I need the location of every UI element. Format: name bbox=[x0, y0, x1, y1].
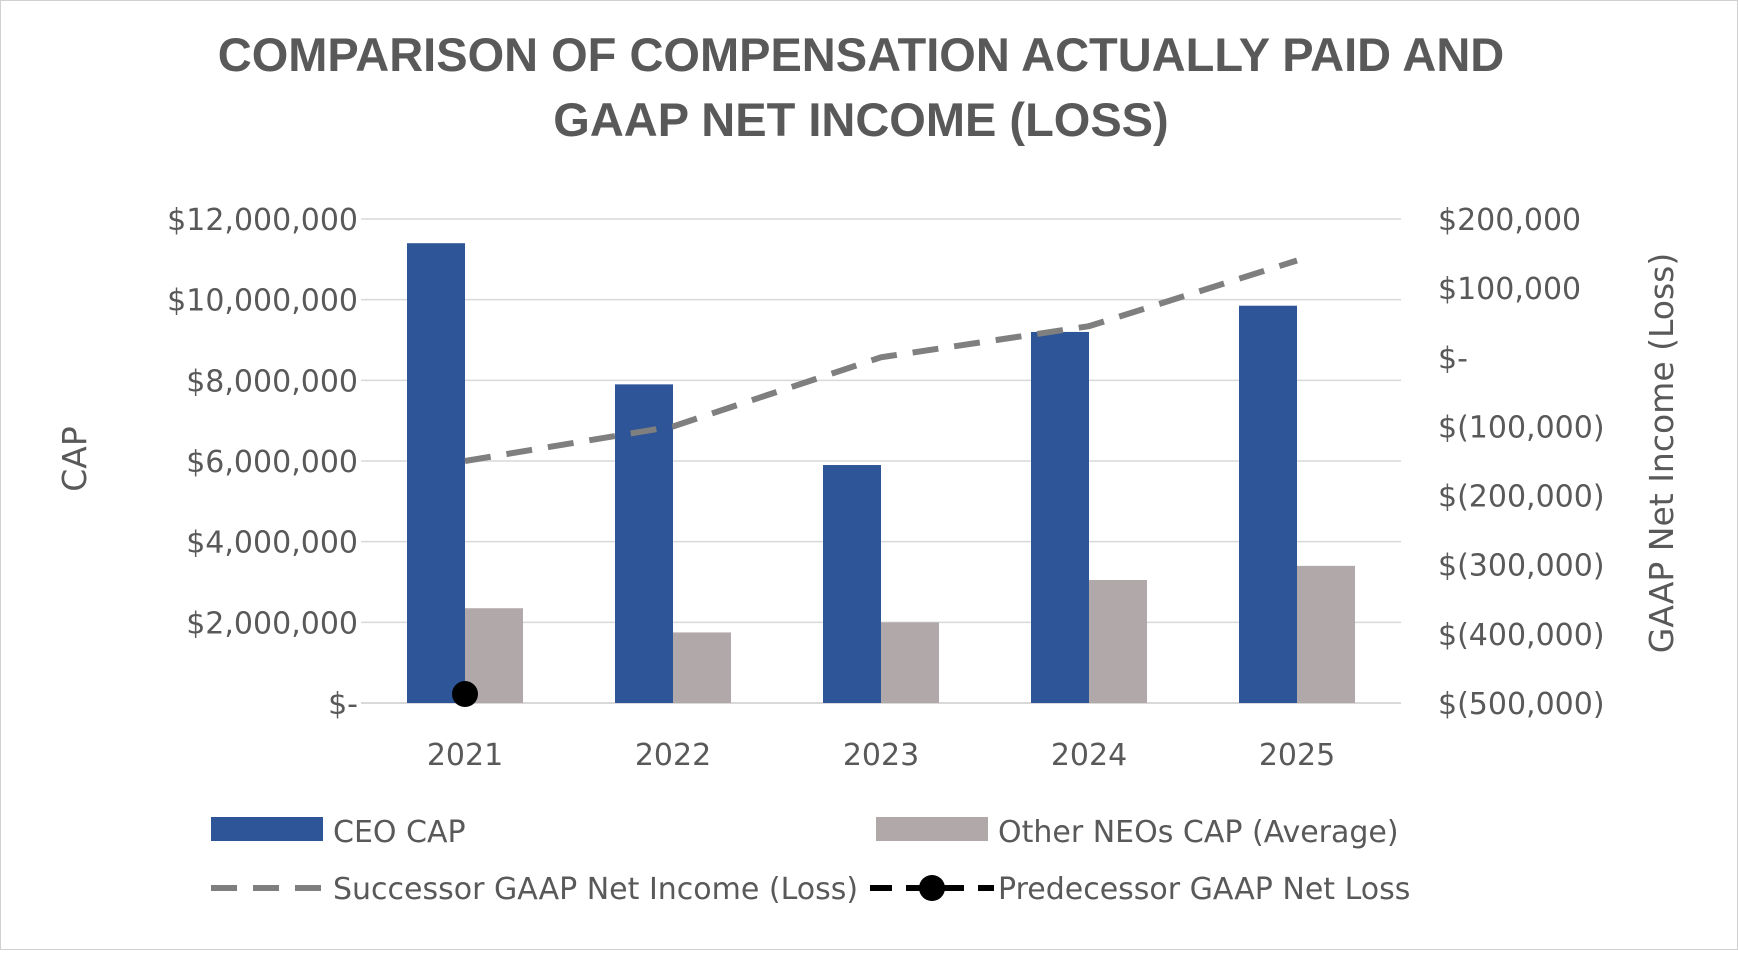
y-left-tick-label: $10,000,000 bbox=[167, 284, 358, 319]
y-right-tick-label: $(300,000) bbox=[1438, 549, 1605, 584]
chart-title-line-1: COMPARISON OF COMPENSATION ACTUALLY PAID… bbox=[218, 28, 1504, 81]
other-neos-cap-bar-2024 bbox=[1089, 579, 1147, 703]
legend-label: Predecessor GAAP Net Loss bbox=[998, 872, 1410, 907]
y-axis-right-ticks: $(500,000) $(400,000) $(300,000) $(200,000)… bbox=[1438, 203, 1605, 722]
y-left-tick-label: $6,000,000 bbox=[186, 445, 358, 480]
y-axis-left-ticks: $- $2,000,000 $4,000,000 $6,000,000 $8,000,0… bbox=[167, 203, 358, 722]
x-tick-label: 2021 bbox=[427, 738, 503, 773]
y-right-tick-label: $(100,000) bbox=[1438, 410, 1605, 445]
chart-title: COMPARISON OF COMPENSATION ACTUALLY PAID… bbox=[218, 28, 1504, 146]
x-tick-label: 2025 bbox=[1259, 738, 1335, 773]
y-right-tick-label: $(200,000) bbox=[1438, 480, 1605, 515]
ceo-cap-bar-2022 bbox=[615, 384, 673, 703]
other-neos-cap-bar-2022 bbox=[673, 632, 731, 703]
legend-key-predecessor-net-loss-dot bbox=[919, 875, 945, 901]
x-tick-label: 2022 bbox=[635, 738, 711, 773]
x-tick-label: 2024 bbox=[1051, 738, 1127, 773]
y-left-tick-label: $8,000,000 bbox=[186, 364, 358, 399]
chart-title-line-2: GAAP NET INCOME (LOSS) bbox=[553, 93, 1168, 146]
y-right-tick-label: $- bbox=[1438, 341, 1468, 376]
predecessor-net-loss-marker-2021 bbox=[452, 681, 478, 708]
legend: CEO CAP Other NEOs CAP (Average) Successor… bbox=[211, 815, 1410, 907]
other-neos-cap-bar-2025 bbox=[1297, 565, 1355, 703]
legend-key-ceo-cap bbox=[211, 817, 323, 841]
ceo-cap-bar-2021 bbox=[407, 243, 465, 703]
legend-label: Other NEOs CAP (Average) bbox=[998, 815, 1399, 850]
y-right-tick-label: $(500,000) bbox=[1438, 687, 1605, 722]
other-neos-cap-bar-2023 bbox=[881, 622, 939, 703]
y-left-tick-label: $12,000,000 bbox=[167, 203, 358, 238]
line-series bbox=[452, 257, 1298, 708]
y-axis-title-right: GAAP Net Income (Loss) bbox=[1642, 253, 1681, 654]
bar-series bbox=[407, 243, 1355, 703]
legend-label: Successor GAAP Net Income (Loss) bbox=[333, 872, 858, 907]
x-tick-label: 2023 bbox=[843, 738, 919, 773]
successor-net-income-line bbox=[464, 257, 1298, 464]
y-left-tick-label: $- bbox=[328, 687, 358, 722]
y-axis-title-left: CAP bbox=[55, 426, 94, 492]
y-right-tick-label: $(400,000) bbox=[1438, 618, 1605, 653]
ceo-cap-bar-2024 bbox=[1031, 331, 1089, 703]
y-right-tick-label: $200,000 bbox=[1438, 203, 1581, 238]
ceo-cap-bar-2023 bbox=[823, 465, 881, 703]
x-axis-ticks: 2021 2022 2023 2024 2025 bbox=[427, 738, 1335, 773]
ceo-cap-bar-2025 bbox=[1239, 305, 1297, 703]
y-right-tick-label: $100,000 bbox=[1438, 272, 1581, 307]
y-left-tick-label: $4,000,000 bbox=[186, 526, 358, 561]
y-left-tick-label: $2,000,000 bbox=[186, 606, 358, 641]
legend-label: CEO CAP bbox=[333, 815, 466, 850]
legend-key-other-neos-cap bbox=[876, 817, 988, 841]
